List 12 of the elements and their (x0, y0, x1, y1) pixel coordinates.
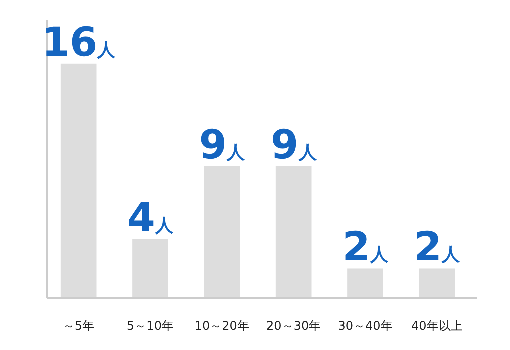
x-tick-label: ～5年 (63, 319, 95, 333)
data-label: 9人 (199, 122, 246, 168)
data-label: 16人 (42, 20, 117, 66)
data-label: 2人 (414, 224, 462, 271)
x-tick-label: 10～20年 (194, 319, 250, 333)
data-label: 9人 (270, 122, 318, 168)
data-label: 2人 (342, 224, 390, 271)
x-tick-label: 5～10年 (127, 319, 174, 333)
x-tick-label: 30～40年 (338, 319, 393, 333)
x-tick-label: 40年以上 (412, 319, 463, 333)
x-tick-label: 20～30年 (266, 319, 322, 333)
data-label: 4人 (128, 195, 174, 242)
